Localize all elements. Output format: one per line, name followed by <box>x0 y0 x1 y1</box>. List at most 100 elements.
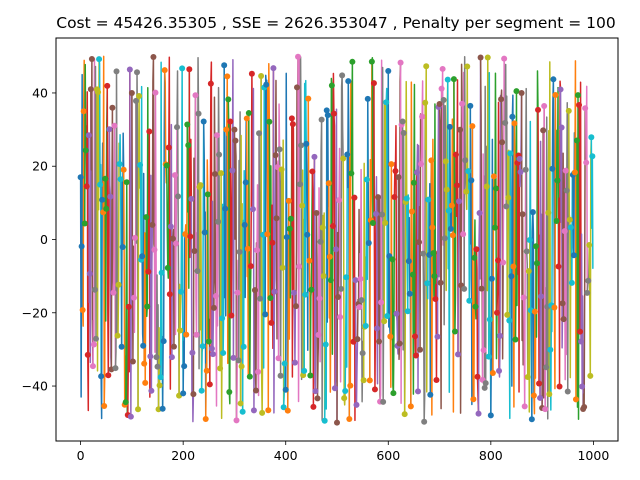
data-point <box>372 210 379 217</box>
data-point <box>289 121 296 128</box>
data-point <box>107 193 114 200</box>
data-point <box>567 224 574 231</box>
data-point <box>496 367 503 374</box>
data-point <box>589 153 596 160</box>
data-point <box>262 311 269 318</box>
data-point <box>461 285 468 292</box>
data-point <box>346 415 353 422</box>
x-tick-label: 800 <box>479 448 503 463</box>
data-point <box>287 215 294 222</box>
data-point <box>202 416 209 423</box>
data-point <box>495 257 502 264</box>
data-point <box>218 170 225 177</box>
data-point <box>420 250 427 257</box>
data-point <box>362 322 369 329</box>
data-point <box>254 247 261 254</box>
data-point <box>187 233 194 240</box>
data-point <box>177 327 184 334</box>
data-point <box>541 102 548 109</box>
data-point <box>245 110 252 117</box>
data-point <box>545 209 552 216</box>
data-point <box>243 115 250 122</box>
data-point <box>246 373 253 380</box>
data-point <box>305 95 312 102</box>
data-point <box>270 65 277 72</box>
data-point <box>264 231 271 238</box>
data-point <box>424 280 431 287</box>
data-point <box>557 86 564 93</box>
data-point <box>388 161 395 168</box>
data-point <box>320 273 327 280</box>
data-point <box>522 166 529 173</box>
data-point <box>136 93 143 100</box>
data-point <box>269 239 276 246</box>
data-point <box>232 137 239 144</box>
data-point <box>315 331 322 338</box>
data-point <box>158 269 165 276</box>
data-point <box>125 303 132 310</box>
data-point <box>106 126 113 133</box>
data-point <box>171 172 178 179</box>
data-point <box>441 235 448 242</box>
data-point <box>288 115 295 122</box>
data-point <box>468 177 475 184</box>
data-point <box>263 81 270 88</box>
data-point <box>109 104 116 111</box>
data-point <box>477 54 484 61</box>
data-point <box>228 312 235 319</box>
x-tick-label: 600 <box>376 448 400 463</box>
data-point <box>375 194 382 201</box>
data-point <box>301 367 308 374</box>
data-point <box>412 352 419 359</box>
data-point <box>147 353 154 360</box>
data-point <box>256 130 263 137</box>
data-point <box>347 382 354 389</box>
data-point <box>360 377 367 384</box>
data-point <box>185 142 192 149</box>
data-point <box>166 291 173 298</box>
data-point <box>391 193 398 200</box>
data-point <box>421 418 428 425</box>
data-point <box>281 360 288 367</box>
data-point <box>502 119 509 126</box>
series-line-segment <box>114 70 119 369</box>
data-point <box>465 168 472 175</box>
data-point <box>529 209 536 216</box>
data-point <box>540 127 547 134</box>
data-point <box>400 130 407 137</box>
data-point <box>201 229 208 236</box>
data-point <box>184 121 191 128</box>
data-point <box>418 161 425 168</box>
data-point <box>266 118 273 125</box>
data-point <box>170 343 177 350</box>
data-point <box>531 308 538 315</box>
data-point <box>337 313 344 320</box>
data-point <box>186 66 193 73</box>
data-point <box>537 394 544 401</box>
data-point <box>144 303 151 310</box>
data-point <box>272 152 279 159</box>
data-point <box>128 89 135 96</box>
y-tick-label: 0 <box>40 232 48 247</box>
data-point <box>226 388 233 395</box>
data-point <box>145 268 152 275</box>
data-point <box>156 382 163 389</box>
data-point <box>142 379 149 386</box>
data-point <box>96 56 103 63</box>
data-point <box>208 345 215 352</box>
data-point <box>532 243 539 250</box>
data-point <box>404 308 411 315</box>
data-point <box>220 349 227 356</box>
data-point <box>286 225 293 232</box>
data-point <box>193 331 200 338</box>
data-point <box>102 175 109 182</box>
data-point <box>285 197 292 204</box>
data-point <box>498 96 505 103</box>
data-point <box>267 295 274 302</box>
data-point <box>249 206 256 213</box>
data-point <box>369 220 376 227</box>
data-point <box>463 188 470 195</box>
data-point <box>460 231 467 238</box>
x-tick-label: 200 <box>171 448 195 463</box>
data-point <box>508 273 515 280</box>
